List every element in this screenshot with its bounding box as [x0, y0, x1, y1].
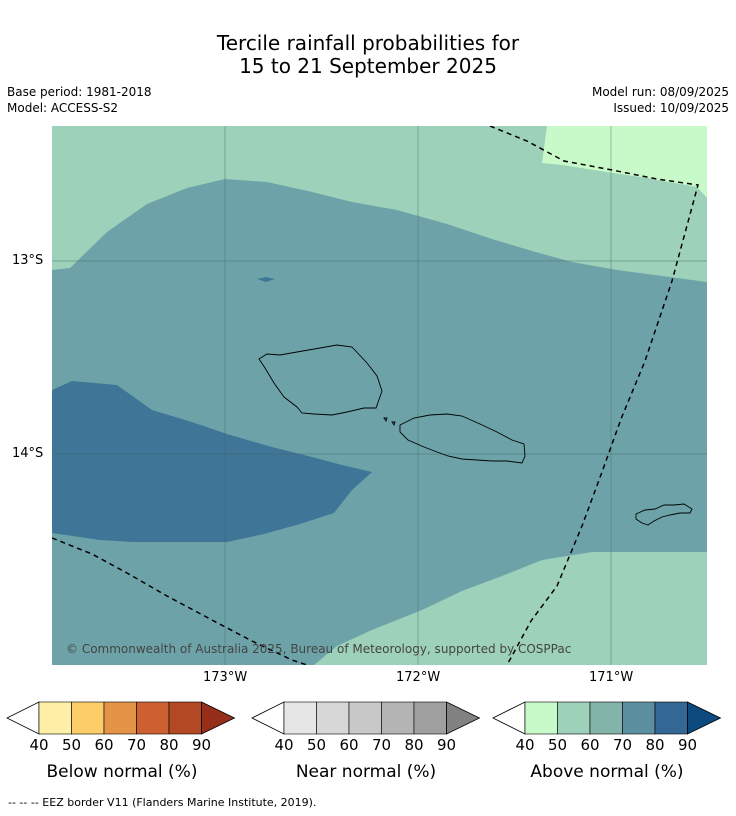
lat-label-13s: 13°S [12, 253, 44, 268]
islands [258, 344, 693, 526]
colorbar-below-normal [6, 701, 236, 735]
colorbar-tick-label: 40 [274, 736, 294, 754]
colorbar-tick-label: 50 [547, 736, 568, 754]
colorbar-min-extend [6, 701, 40, 735]
colorbar-near-normal [251, 701, 481, 735]
colorbar-segment [589, 701, 623, 735]
colorbar-above-title: Above normal (%) [530, 762, 684, 782]
probability-map: © Commonwealth of Australia 2025, Bureau… [52, 126, 707, 665]
colorbar-segment [316, 701, 350, 735]
savaii-island [258, 344, 383, 416]
eez-footnote: -- -- -- EEZ border V11 (Flanders Marine… [8, 796, 317, 809]
colorbar-near-title: Near normal (%) [295, 762, 437, 782]
colorbar-segment [622, 701, 656, 735]
region-above-70-small [257, 277, 275, 282]
title-line-2: 15 to 21 September 2025 [239, 54, 497, 78]
lon-label-172w: 172°W [396, 670, 441, 685]
colorbar-segment [168, 701, 202, 735]
manono-island [383, 417, 388, 423]
colorbar-tick-label: 90 [677, 736, 698, 754]
tutuila-island [635, 503, 693, 526]
colorbar-tick-label: 50 [61, 736, 82, 754]
copyright-text: © Commonwealth of Australia 2025, Bureau… [66, 642, 571, 656]
colorbar-tick-label: 50 [306, 736, 327, 754]
colorbar-above-normal [492, 701, 722, 735]
colorbar-tick-label: 60 [339, 736, 359, 754]
colorbar-segment [348, 701, 382, 735]
colorbar-below-title: Below normal (%) [46, 762, 198, 782]
colorbar-tick-label: 90 [436, 736, 457, 754]
colorbar-tick-label: 60 [94, 736, 114, 754]
colorbar-max-extend [201, 701, 236, 735]
colorbar-segment [103, 701, 137, 735]
colorbar-tick-label: 80 [404, 736, 424, 754]
colorbar-min-extend [251, 701, 285, 735]
colorbar-tick-label: 80 [159, 736, 179, 754]
colorbar-segment [524, 701, 558, 735]
colorbar-segment [654, 701, 688, 735]
colorbar-segment [38, 701, 72, 735]
colorbar-segment [71, 701, 105, 735]
colorbar-max-extend [687, 701, 722, 735]
colorbar-tick-label: 40 [29, 736, 49, 754]
colorbar-min-extend [492, 701, 526, 735]
model-run-text: Model run: 08/09/2025 [591, 85, 729, 99]
colorbar-tick-label: 60 [580, 736, 600, 754]
colorbar-tick-label: 90 [191, 736, 212, 754]
colorbar-max-extend [446, 701, 481, 735]
upolu-island [399, 413, 526, 464]
issued-text: Issued: 10/09/2025 [613, 101, 729, 115]
colorbar-segment [413, 701, 447, 735]
eez-border [52, 126, 699, 665]
colorbar-tick-label: 70 [612, 736, 633, 754]
base-period-text: Base period: 1981-2018 [7, 85, 152, 99]
title-line-1: Tercile rainfall probabilities for [216, 31, 520, 55]
apolima-island [391, 421, 396, 427]
lon-label-173w: 173°W [203, 670, 248, 685]
colorbar-tick-label: 40 [515, 736, 535, 754]
colorbar-segment [557, 701, 591, 735]
colorbar-segment [136, 701, 170, 735]
model-text: Model: ACCESS-S2 [7, 101, 119, 115]
colorbar-segment [381, 701, 415, 735]
lat-label-14s: 14°S [12, 446, 44, 461]
region-above-60 [52, 179, 707, 665]
lon-label-171w: 171°W [589, 670, 634, 685]
colorbar-tick-label: 80 [645, 736, 665, 754]
gridlines [52, 126, 707, 665]
region-above-70 [52, 381, 372, 542]
colorbar-tick-label: 70 [126, 736, 147, 754]
colorbar-tick-label: 70 [371, 736, 392, 754]
colorbar-segment [283, 701, 317, 735]
region-above-40 [542, 126, 707, 198]
